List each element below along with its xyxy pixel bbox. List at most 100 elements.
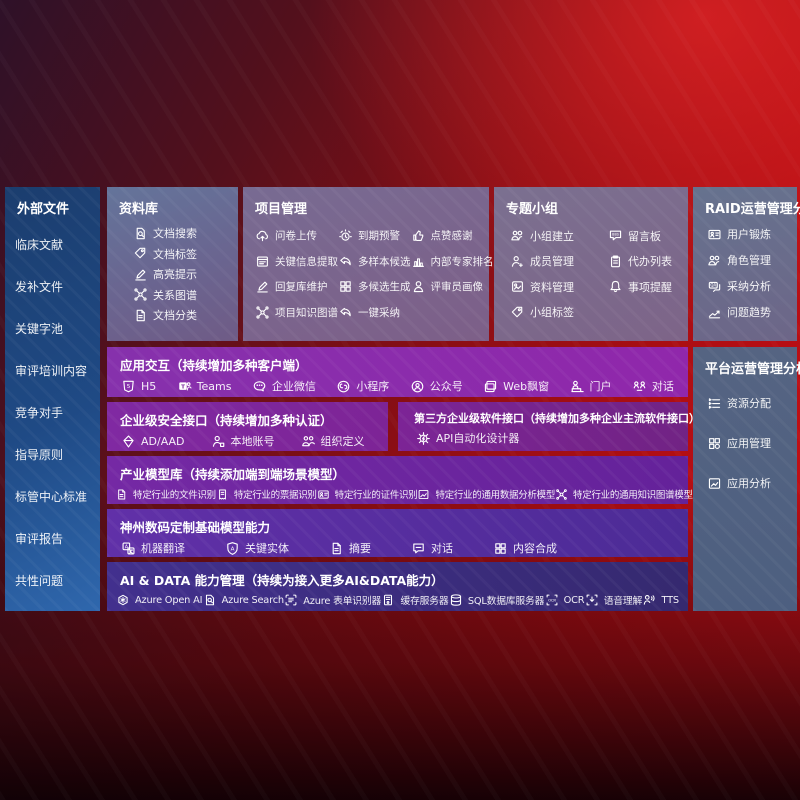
tag-icon bbox=[511, 306, 523, 318]
feature-item: AD/AAD bbox=[121, 434, 185, 449]
doc-icon bbox=[118, 489, 126, 499]
receipt-icon bbox=[218, 488, 226, 500]
item-label: Teams bbox=[196, 379, 232, 393]
feature-item: 用户锻炼 bbox=[707, 226, 795, 242]
row-title: 产业模型库（持续添加端到端场景模型） bbox=[120, 467, 346, 482]
ocr-icon: OCR bbox=[546, 594, 558, 606]
thumb-icon bbox=[412, 230, 423, 242]
external-files-panel: 外部文件 临床文献 发补文件 关键字池 审评培训内容 竞争对手 指导原则 标管中心标准 审评报… bbox=[5, 187, 100, 611]
industry-models-items: 特定行业的文件识别 特定行业的票据识别 特定行业的证件识别 特定行业的通用数据分析模型… bbox=[107, 486, 693, 501]
feature-item: A 机器翻译 bbox=[121, 540, 185, 556]
svg-text:A: A bbox=[231, 546, 235, 552]
feature-item: 问卷上传 bbox=[255, 228, 338, 243]
item-label: 特定行业的证件识别 bbox=[334, 490, 418, 501]
sidebar-item: 指导原则 bbox=[15, 446, 96, 463]
reply-icon bbox=[340, 307, 351, 316]
gridgen-icon bbox=[340, 281, 351, 292]
bbs-icon: BBS bbox=[609, 230, 622, 241]
item-label: 到期预警 bbox=[358, 230, 400, 243]
feature-item: 文档标签 bbox=[133, 246, 234, 262]
member-icon bbox=[511, 255, 523, 267]
item-label: 关键实体 bbox=[245, 542, 289, 555]
svg-text:A: A bbox=[125, 544, 129, 550]
app-interaction-row: 应用交互（持续增加多种客户端） 5 H5 T Teams 企业微信 小程序 公众号 Web飘窗… bbox=[107, 347, 688, 397]
item-label: H5 bbox=[141, 379, 157, 393]
raid-analysis-items: 用户锻炼 角色管理 QA 采纳分析 问题趋势 bbox=[693, 221, 797, 335]
item-label: 指导原则 bbox=[15, 447, 64, 462]
item-label: 门户 bbox=[589, 380, 612, 393]
feature-item: Azure Open AI bbox=[116, 593, 202, 607]
network-icon bbox=[556, 488, 567, 500]
item-label: 特定行业的通用知识图谱模型 bbox=[573, 490, 693, 501]
item-label: 文档搜索 bbox=[153, 227, 197, 240]
item-label: 本地账号 bbox=[230, 435, 275, 448]
item-label: 文档标签 bbox=[153, 247, 197, 261]
wechat-icon bbox=[253, 380, 266, 391]
item-label: 关键信息提取 bbox=[275, 255, 338, 268]
item-label: 竞争对手 bbox=[15, 405, 64, 420]
platform-analysis-panel: 平台运营管理分析 资源分配应用管理应用分析 bbox=[693, 347, 800, 611]
feature-item: OCR OCR bbox=[545, 593, 585, 607]
item-label: 内部专家排名 bbox=[430, 255, 494, 268]
item-label: 应用管理 bbox=[727, 437, 771, 450]
sidebar-item: 竞争对手 bbox=[15, 404, 96, 421]
cache-icon bbox=[384, 594, 393, 606]
feature-item: 文档搜索 bbox=[133, 225, 234, 241]
alarm-icon bbox=[339, 229, 352, 241]
feature-item: 小组标签 bbox=[510, 304, 574, 320]
doc-icon bbox=[332, 542, 341, 554]
idcard-icon bbox=[708, 229, 721, 239]
third-party-api-row: 第三方企业级软件接口（持续增加多种企业主流软件接口） API自动化设计器 bbox=[398, 402, 700, 451]
panel-title: 平台运营管理分析 bbox=[705, 362, 800, 377]
svg-text:QA: QA bbox=[710, 282, 716, 287]
org-icon bbox=[301, 435, 315, 446]
panel-title: 专题小组 bbox=[506, 202, 559, 217]
feature-item: 应用分析 bbox=[707, 475, 795, 491]
teams-icon: T bbox=[178, 381, 192, 391]
translate-icon: A bbox=[122, 542, 135, 555]
network-icon bbox=[134, 288, 147, 301]
feature-item: 文档分类 bbox=[133, 307, 234, 323]
feature-item: BBS 留言板 bbox=[608, 228, 672, 244]
portal-icon bbox=[570, 380, 584, 392]
item-label: 资源分配 bbox=[727, 397, 771, 410]
feature-item: 点赞感谢 bbox=[411, 228, 494, 243]
panel-title: 资料库 bbox=[119, 202, 159, 217]
tts-icon bbox=[644, 595, 656, 605]
feature-item: 对话 bbox=[632, 378, 674, 394]
item-label: 回复库维护 bbox=[275, 281, 328, 294]
item-label: 成员管理 bbox=[530, 255, 574, 269]
item-label: Azure Search bbox=[221, 594, 284, 606]
svg-text:5: 5 bbox=[127, 384, 131, 390]
item-label: Web飘窗 bbox=[503, 380, 550, 393]
sqldb-icon bbox=[450, 594, 461, 606]
panel-title: 外部文件 bbox=[17, 202, 70, 217]
feature-item: 多样本候选 bbox=[338, 254, 411, 269]
item-label: 代办列表 bbox=[628, 255, 672, 269]
clipboard-icon bbox=[610, 255, 620, 267]
item-label: 特定行业的通用数据分析模型 bbox=[435, 490, 556, 501]
feature-item: 评审员画像 bbox=[411, 279, 494, 294]
pen-icon bbox=[135, 269, 146, 280]
item-label: 事项提醒 bbox=[628, 280, 672, 294]
speech-icon bbox=[586, 594, 598, 606]
item-label: 高亮提示 bbox=[153, 268, 197, 281]
item-label: 留言板 bbox=[628, 229, 661, 243]
feature-item: 问题趋势 bbox=[707, 304, 795, 320]
feature-item: 特定行业的证件识别 bbox=[317, 487, 418, 501]
feature-item: 特定行业的文件识别 bbox=[115, 487, 216, 501]
item-label: 资料管理 bbox=[530, 280, 574, 294]
item-label: 审评培训内容 bbox=[15, 363, 88, 378]
feature-item: API自动化设计器 bbox=[416, 430, 519, 446]
item-label: 多候选生成 bbox=[358, 281, 411, 294]
row-title: AI & DATA 能力管理（持续为接入更多AI&DATA能力） bbox=[120, 573, 444, 588]
rank-icon bbox=[412, 258, 424, 267]
feature-item: 本地账号 bbox=[211, 433, 275, 449]
feature-item: 代办列表 bbox=[608, 253, 672, 269]
item-label: 对话 bbox=[431, 542, 453, 555]
feature-item: QA 采纳分析 bbox=[707, 278, 795, 294]
pubaccount-icon bbox=[411, 380, 424, 392]
pen-icon bbox=[257, 281, 268, 293]
sidebar-item: 共性问题 bbox=[15, 572, 96, 589]
